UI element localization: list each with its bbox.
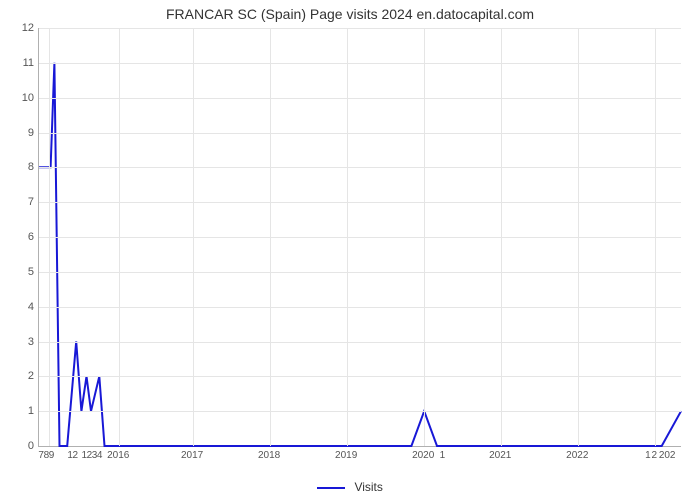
xtick-label: 4 [97,450,103,461]
gridline-h [39,63,681,64]
gridline-v [424,28,425,446]
ytick-label: 11 [6,57,34,69]
gridline-h [39,307,681,308]
ytick-label: 10 [6,92,34,104]
gridline-h [39,376,681,377]
ytick-label: 3 [6,336,34,348]
gridline-v [119,28,120,446]
legend: Visits [0,480,700,494]
gridline-h [39,133,681,134]
gridline-h [39,202,681,203]
gridline-v [193,28,194,446]
xtick-label: 2019 [335,450,357,461]
xtick-label: 9 [49,450,55,461]
xtick-label: 202 [659,450,676,461]
legend-label: Visits [354,480,382,494]
ytick-label: 6 [6,231,34,243]
legend-swatch [317,487,345,489]
xtick-label: 1 [440,450,446,461]
ytick-label: 0 [6,440,34,452]
gridline-v [578,28,579,446]
xtick-label: 2 [652,450,658,461]
xtick-label: 2021 [489,450,511,461]
gridline-h [39,272,681,273]
gridline-v [270,28,271,446]
ytick-label: 7 [6,196,34,208]
ytick-label: 8 [6,161,34,173]
chart-title: FRANCAR SC (Spain) Page visits 2024 en.d… [0,6,700,22]
ytick-label: 4 [6,301,34,313]
gridline-v [347,28,348,446]
ytick-label: 2 [6,370,34,382]
gridline-h [39,411,681,412]
gridline-h [39,98,681,99]
xtick-label: 1 [645,450,651,461]
gridline-h [39,342,681,343]
ytick-label: 5 [6,266,34,278]
ytick-label: 1 [6,405,34,417]
gridline-h [39,28,681,29]
xtick-label: 2022 [566,450,588,461]
xtick-label: 2016 [107,450,129,461]
ytick-label: 9 [6,127,34,139]
gridline-h [39,237,681,238]
ytick-label: 12 [6,22,34,34]
plot-area [38,28,681,447]
xtick-label: 2017 [181,450,203,461]
xtick-label: 2018 [258,450,280,461]
gridline-v [655,28,656,446]
xtick-label: 2020 [412,450,434,461]
gridline-v [49,28,50,446]
gridline-v [501,28,502,446]
xtick-label: 2 [72,450,78,461]
gridline-h [39,167,681,168]
